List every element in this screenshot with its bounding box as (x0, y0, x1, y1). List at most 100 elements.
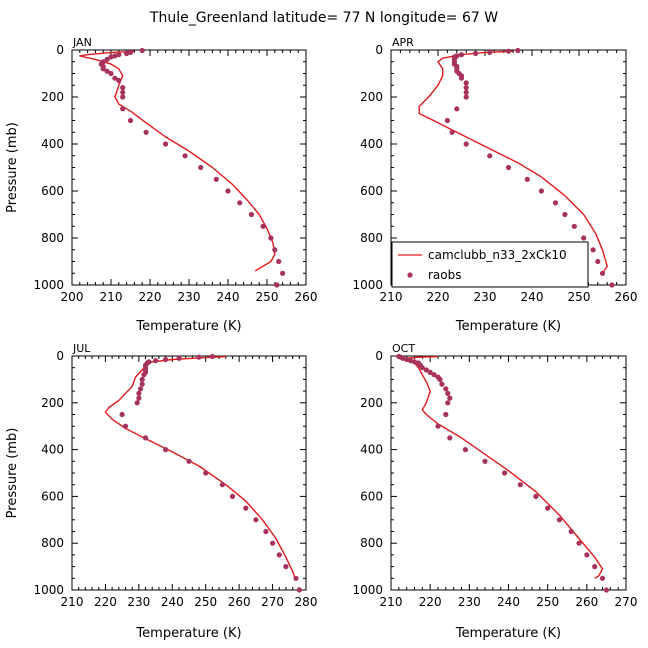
obs-point (437, 376, 443, 382)
obs-point (445, 400, 451, 406)
obs-point (439, 381, 445, 387)
obs-point (203, 470, 209, 476)
panel-label: OCT (392, 342, 415, 355)
x-tick-label: 260 (228, 595, 251, 609)
x-tick-label: 250 (568, 290, 591, 304)
obs-point (524, 176, 530, 182)
obs-point (104, 56, 110, 63)
obs-point (198, 164, 204, 171)
x-tick-label: 240 (217, 290, 240, 304)
y-axis-title: Pressure (mb) (5, 428, 20, 519)
x-tick-label: 280 (295, 595, 318, 609)
obs-point (463, 94, 469, 100)
x-tick-label: 250 (194, 595, 217, 609)
obs-point (112, 53, 118, 59)
obs-point (562, 211, 568, 218)
panel-label: JAN (72, 36, 92, 49)
obs-point (408, 358, 414, 364)
x-tick-label: 220 (427, 290, 450, 304)
obs-point (296, 587, 302, 593)
x-tick-label: 210 (380, 290, 403, 304)
obs-point (462, 447, 468, 453)
obs-point (108, 54, 114, 60)
obs-point (163, 447, 169, 453)
panel-apr: APR 210 220 230 240 250 260 0 200 400 600 800 1000 Te… (352, 36, 637, 334)
obs-point (463, 89, 469, 95)
x-tick-label: 250 (256, 290, 279, 304)
y-tick-label: 200 (41, 90, 64, 104)
series-line-model (104, 355, 297, 581)
obs-point (119, 411, 125, 418)
obs-point (458, 75, 465, 81)
x-tick-label: 230 (474, 290, 497, 304)
obs-point (447, 395, 453, 401)
obs-point (515, 47, 521, 54)
y-tick-label: 600 (360, 489, 383, 503)
obs-point (463, 80, 469, 86)
x-axis-title: Temperature (K) (455, 626, 561, 641)
obs-point (463, 141, 469, 147)
obs-point (400, 355, 406, 361)
y-tick-label: 200 (360, 90, 383, 104)
series-line-model (418, 50, 608, 274)
obs-point (127, 117, 134, 124)
obs-point (142, 435, 149, 441)
obs-point (122, 423, 129, 429)
obs-point (243, 505, 249, 511)
obs-point (404, 356, 410, 363)
obs-point (449, 129, 455, 135)
y-tick-label: 0 (375, 349, 383, 363)
obs-point (112, 75, 118, 81)
obs-point (595, 258, 601, 265)
y-tick-label: 1000 (352, 583, 383, 597)
obs-point (599, 575, 606, 581)
y-tick-label: 400 (41, 443, 64, 457)
obs-point (120, 89, 126, 95)
x-tick-label: 260 (295, 290, 318, 304)
x-axis-title: Temperature (K) (135, 319, 241, 334)
obs-point (263, 528, 269, 535)
obs-point (584, 552, 590, 558)
x-tick-label: 260 (615, 290, 638, 304)
x-tick-label: 240 (161, 595, 184, 609)
x-tick-label: 220 (94, 595, 117, 609)
obs-point (120, 94, 126, 100)
obs-point (568, 528, 574, 535)
panels: JAN 200 210 220 230 240 250 260 0 200 400 600 800 100… (5, 36, 637, 641)
obs-point (141, 372, 147, 378)
obs-point (444, 117, 450, 124)
obs-point (576, 540, 582, 546)
obs-point (599, 270, 606, 276)
obs-point (274, 282, 280, 288)
obs-point (505, 164, 512, 171)
legend-model-label: camclubb_n33_2xCk10 (428, 248, 567, 262)
obs-point (445, 390, 451, 396)
obs-point (293, 575, 299, 581)
obs-point (423, 367, 429, 373)
obs-point (176, 355, 182, 361)
obs-point (237, 200, 243, 206)
y-tick-label: 800 (41, 536, 64, 550)
x-tick-label: 270 (615, 595, 638, 609)
y-tick-label: 600 (41, 489, 64, 503)
obs-point (280, 270, 286, 276)
y-tick-label: 200 (41, 396, 64, 410)
y-tick-label: 400 (41, 137, 64, 151)
obs-point (213, 176, 219, 182)
obs-point (163, 356, 169, 363)
obs-point (454, 106, 460, 112)
legend-dot-swatch (407, 272, 413, 278)
obs-point (427, 369, 433, 375)
obs-point (435, 423, 441, 429)
obs-point (120, 85, 126, 91)
x-axis-title: Temperature (K) (455, 319, 561, 334)
series-line-model (79, 50, 276, 272)
obs-point (253, 517, 259, 523)
obs-point (458, 52, 465, 58)
obs-point (443, 411, 449, 418)
obs-point (104, 68, 110, 74)
obs-point (186, 458, 192, 464)
x-tick-label: 230 (127, 595, 150, 609)
plot-frame (71, 355, 307, 591)
y-tick-label: 600 (41, 184, 64, 198)
